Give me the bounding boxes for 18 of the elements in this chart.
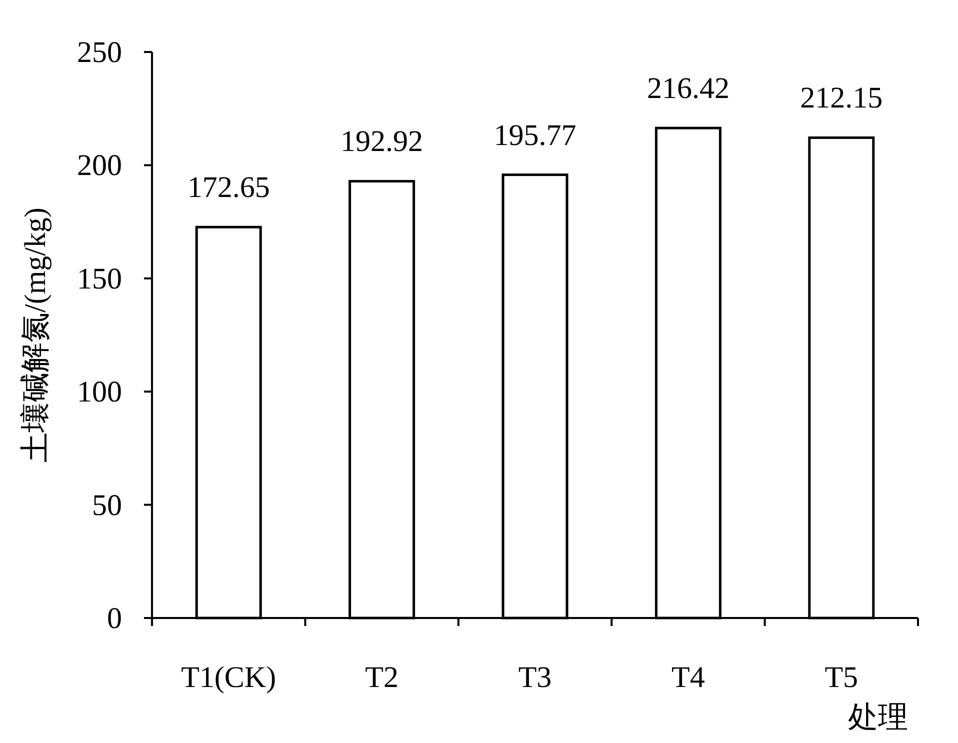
x-axis-title: 处理 bbox=[848, 701, 908, 734]
data-label: 195.77 bbox=[494, 118, 576, 152]
data-label: 212.15 bbox=[800, 82, 883, 115]
y-tick-label: 250 bbox=[77, 36, 122, 69]
x-tick-label: T2 bbox=[365, 661, 398, 694]
y-axis-title: 土壤碱解氮/(mg/kg) bbox=[19, 208, 52, 462]
data-label: 172.65 bbox=[187, 171, 270, 204]
data-label: 192.92 bbox=[340, 125, 424, 158]
x-tick-label: T4 bbox=[672, 661, 705, 694]
y-tick-label: 50 bbox=[92, 488, 122, 522]
y-tick-label: 100 bbox=[77, 376, 122, 409]
y-tick-label: 0 bbox=[107, 602, 122, 635]
x-tick-label: T5 bbox=[824, 661, 858, 694]
y-tick-label: 150 bbox=[77, 262, 122, 296]
y-tick-label: 200 bbox=[77, 149, 122, 182]
data-label: 216.42 bbox=[646, 72, 730, 106]
x-tick-label: T3 bbox=[518, 661, 552, 694]
x-tick-label: T1(CK) bbox=[181, 661, 276, 694]
